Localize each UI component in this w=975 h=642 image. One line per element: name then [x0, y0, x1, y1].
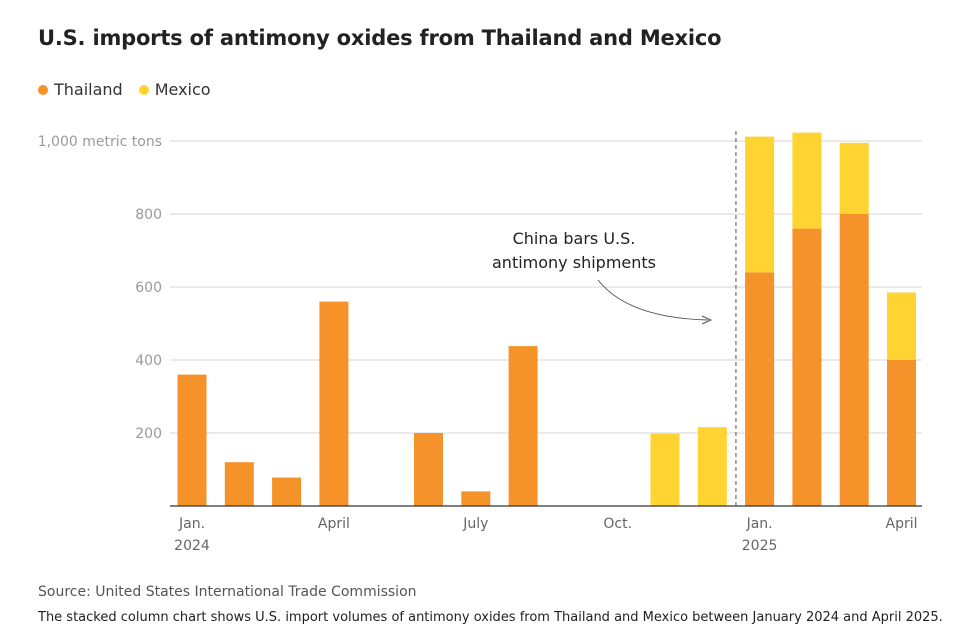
bar-thailand: [792, 228, 822, 506]
x-tick-label: April: [886, 516, 918, 532]
bar-thailand: [839, 214, 869, 506]
bar-mexico: [792, 132, 822, 229]
bar-thailand: [461, 491, 491, 506]
y-tick-label: 1,000 metric tons: [38, 134, 162, 150]
y-tick-label: 400: [135, 353, 162, 369]
bar-thailand: [272, 477, 302, 506]
annotation-arrow: [597, 279, 709, 321]
annotation-arrowhead: [701, 315, 713, 325]
legend-swatch-thailand: [38, 84, 48, 95]
legend-item-mexico: Mexico: [138, 80, 211, 99]
chart-plot: 1,000 metric tons 800 600 400 200 Jan. 2024 Apr…: [38, 131, 922, 554]
legend-swatch-mexico: [138, 84, 149, 95]
annotation-text: antimony shipments: [492, 253, 656, 272]
bar-mexico: [745, 136, 775, 273]
bar-thailand: [319, 301, 349, 506]
x-tick-label: Jan.: [178, 516, 205, 532]
legend: Thailand Mexico: [38, 80, 211, 99]
source-note: Source: United States International Trad…: [38, 584, 417, 600]
bar-mexico: [697, 427, 727, 506]
x-tick-label: April: [318, 516, 350, 532]
bar-mexico: [650, 433, 680, 506]
y-tick-label: 600: [135, 280, 162, 296]
y-tick-label: 200: [135, 426, 162, 442]
bar-mexico: [839, 142, 869, 214]
x-tick-label: July: [462, 516, 488, 532]
chart-caption: The stacked column chart shows U.S. impo…: [38, 610, 943, 625]
legend-label-mexico: Mexico: [154, 80, 211, 99]
bar-thailand: [508, 346, 538, 506]
bar-thailand: [414, 433, 443, 506]
legend-item-thailand: Thailand: [38, 80, 123, 99]
bar-mexico: [887, 292, 916, 360]
y-tick-label: 800: [135, 207, 162, 223]
x-tick-label: Oct.: [603, 516, 632, 532]
x-tick-label: 2025: [742, 538, 778, 554]
bar-thailand: [745, 272, 775, 506]
bar-thailand: [224, 462, 254, 506]
legend-label-thailand: Thailand: [54, 80, 123, 99]
bar-thailand: [177, 374, 207, 506]
annotation-text: China bars U.S.: [513, 229, 636, 248]
x-tick-label: 2024: [174, 538, 210, 554]
bar-thailand: [887, 360, 916, 506]
x-tick-label: Jan.: [746, 516, 773, 532]
chart-title: U.S. imports of antimony oxides from Tha…: [38, 26, 722, 50]
